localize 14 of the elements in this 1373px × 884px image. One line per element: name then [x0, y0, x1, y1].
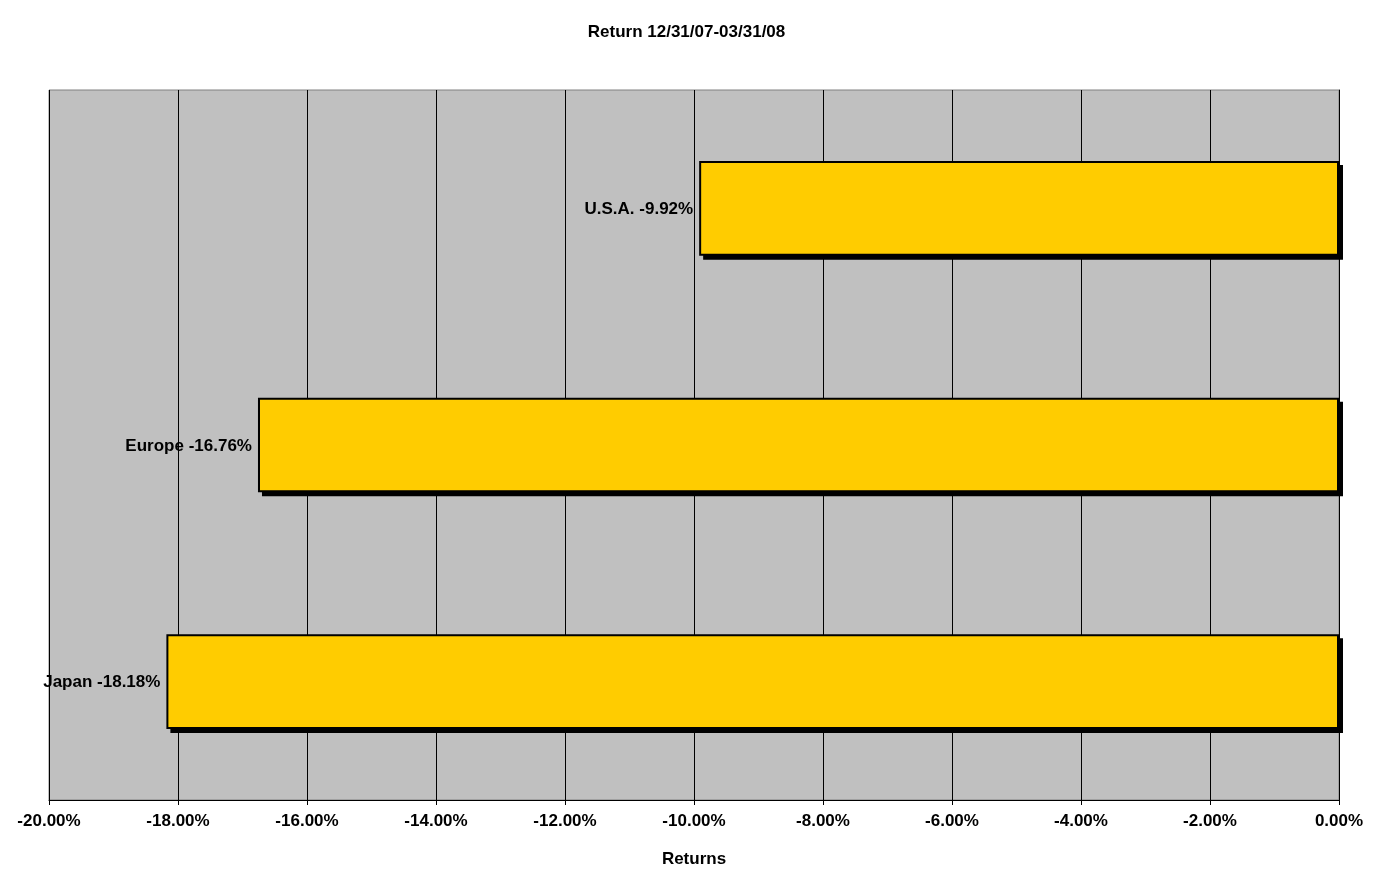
x-tick-label: -20.00%: [17, 811, 81, 830]
category-label: U.S.A. -9.92%: [584, 198, 694, 218]
x-axis-title: Returns: [661, 849, 727, 868]
x-tick-label: -2.00%: [1183, 811, 1237, 830]
x-tick-label: -12.00%: [533, 811, 597, 830]
x-tick-label: -8.00%: [796, 811, 850, 830]
x-tick-label: -14.00%: [404, 811, 468, 830]
x-tick-label: -10.00%: [662, 811, 726, 830]
x-tick-label: -6.00%: [925, 811, 979, 830]
chart-title: Return 12/31/07-03/31/08: [587, 22, 786, 41]
x-tick-label: -4.00%: [1054, 811, 1108, 830]
x-tick-label: 0.00%: [1314, 811, 1364, 830]
x-tick-label: -18.00%: [146, 811, 210, 830]
x-tick-label: -16.00%: [275, 811, 339, 830]
